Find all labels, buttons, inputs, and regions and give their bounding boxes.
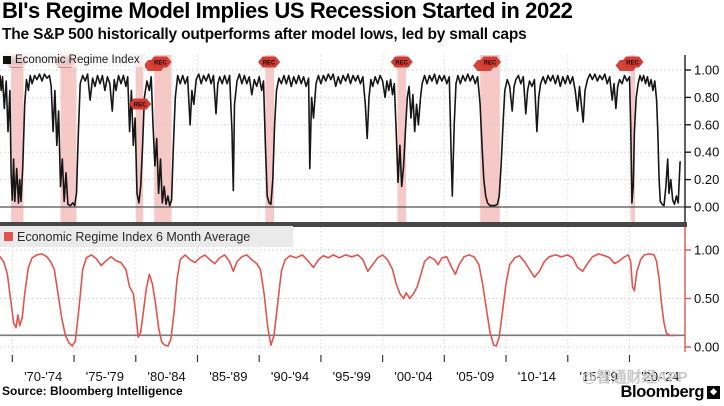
bloomberg-logo: Bloomberg ❖ (621, 383, 720, 402)
x-axis-label: '05-'09 (456, 369, 494, 384)
x-axis-label: '75-'79 (86, 369, 124, 384)
y-axis-tick-label: 0.40 (694, 145, 719, 160)
rec-flag (149, 56, 172, 68)
panel-divider (0, 222, 687, 227)
x-axis-label: '15-'19 (579, 369, 617, 384)
recession-band (397, 55, 407, 222)
black-line-swatch-icon (3, 56, 11, 64)
recession-band (135, 55, 144, 222)
recession-band (265, 55, 274, 222)
legend-label: Economic Regime Index (15, 54, 140, 66)
recession-band (480, 55, 500, 222)
y-axis-tick-label: 0.60 (694, 117, 719, 132)
y-axis-tick-label: 1.00 (694, 63, 719, 78)
page-title: BI's Regime Model Implies US Recession S… (2, 0, 573, 23)
y-axis-tick-label: 0.00 (694, 200, 719, 215)
rec-flag (621, 56, 644, 68)
y-axis-tick-label: 0.00 (694, 340, 719, 355)
y-axis-tick-label: 0.20 (694, 172, 719, 187)
x-axis-label: '70-'74 (24, 369, 62, 384)
x-axis-label: '90-'94 (271, 369, 309, 384)
x-axis-label: '95-'99 (333, 369, 371, 384)
rec-flag (390, 56, 413, 68)
x-axis-label: '10-'14 (518, 369, 556, 384)
legend-6-month-average: Economic Regime Index 6 Month Average (0, 226, 293, 247)
x-axis-label: '85-'89 (209, 369, 247, 384)
rec-flag-label: REC (484, 60, 497, 66)
rec-flag-label: REC (263, 60, 276, 66)
legend-economic-regime-index: Economic Regime Index (1, 53, 145, 67)
x-axis-label: '20-'24 (641, 369, 679, 384)
rec-flag-label: REC (395, 60, 408, 66)
source-note: Source: Bloomberg Intelligence (2, 384, 183, 398)
bloomberg-wordmark: Bloomberg (620, 383, 705, 401)
six-month-average-line (0, 253, 675, 347)
legend-label: Economic Regime Index 6 Month Average (17, 229, 251, 244)
x-axis-label: '00-'04 (394, 369, 432, 384)
bloomberg-mark-icon: ❖ (707, 386, 720, 399)
x-axis-label: '80-'84 (148, 369, 186, 384)
rec-flag-label: REC (626, 60, 639, 66)
red-line-swatch-icon (4, 232, 13, 241)
y-axis-tick-label: 0.50 (694, 291, 719, 306)
rec-flag (129, 98, 152, 110)
y-axis-tick-label: 0.80 (694, 90, 719, 105)
rec-flag (479, 56, 501, 68)
watermark: @智通财经APP (582, 369, 688, 386)
rec-flag-label: REC (134, 102, 147, 108)
page-subtitle: The S&P 500 historically outperforms aft… (2, 26, 527, 43)
rec-flag (258, 56, 281, 68)
economic-regime-index-line (0, 73, 681, 207)
recession-band (630, 55, 636, 222)
rec-flag-label: REC (154, 60, 167, 66)
recession-band (60, 55, 77, 222)
y-axis-tick-label: 1.00 (694, 243, 719, 258)
